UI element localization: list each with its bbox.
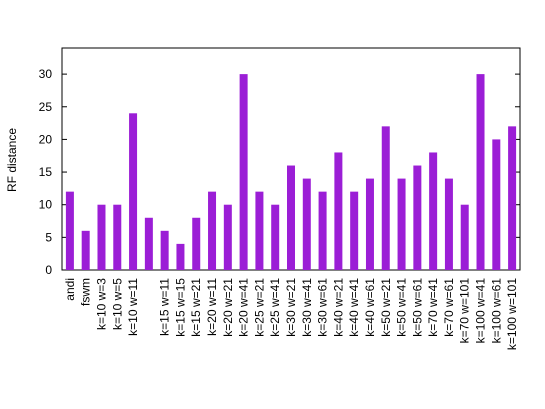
x-tick-label: k=25 w=21: [252, 278, 266, 337]
bar: [239, 74, 248, 270]
y-tick-label: 0: [45, 263, 52, 277]
y-tick-label: 25: [39, 100, 53, 114]
bar: [271, 204, 280, 270]
bar: [160, 230, 169, 270]
bar: [97, 204, 106, 270]
x-tick-label: k=20 w=11: [205, 278, 219, 336]
x-tick-label: k=15 w=21: [189, 278, 203, 337]
bar: [444, 178, 453, 270]
y-tick-label: 5: [45, 230, 52, 244]
x-tick-label: k=50 w=61: [410, 278, 424, 337]
bar: [176, 243, 185, 270]
bar: [287, 165, 295, 270]
bar: [255, 191, 264, 270]
bar: [208, 191, 217, 270]
x-tick-label: k=100 w=101: [505, 278, 519, 350]
x-tick-label: k=25 w=41: [268, 278, 282, 337]
bar: [302, 178, 311, 270]
x-tick-label: k=30 w=21: [284, 278, 298, 337]
x-tick-label: k=70 w=41: [426, 278, 440, 337]
bar: [381, 126, 390, 271]
x-tick-label: k=50 w=41: [395, 278, 409, 337]
bar: [508, 126, 517, 271]
bar: [476, 74, 485, 270]
x-tick-label: k=100 w=61: [489, 278, 503, 344]
x-tick-label: k=15 w=15: [173, 278, 187, 337]
bar: [429, 152, 438, 270]
x-tick-label: k=10 w=5: [110, 278, 124, 330]
bar: [397, 178, 406, 270]
x-tick-label: k=30 w=61: [316, 278, 330, 337]
y-tick-label: 20: [39, 132, 53, 146]
x-tick-label: k=40 w=61: [363, 278, 377, 337]
x-tick-label: k=40 w=41: [347, 278, 361, 337]
bar: [144, 217, 153, 270]
bar: [413, 165, 422, 270]
y-tick-label: 30: [39, 67, 53, 81]
bar: [113, 204, 122, 270]
bar: [129, 113, 138, 270]
bar: [192, 217, 201, 270]
x-tick-label: k=10 w=3: [94, 278, 108, 330]
bar: [81, 230, 90, 270]
y-axis-label: RF distance: [5, 128, 19, 192]
bar: [334, 152, 343, 270]
bar: [318, 191, 327, 270]
x-tick-label: andi: [63, 278, 77, 301]
y-tick-label: 10: [39, 198, 53, 212]
bar: [350, 191, 359, 270]
x-tick-label: k=15 w=11: [158, 278, 172, 336]
x-tick-label: k=10 w=11: [126, 278, 140, 336]
x-tick-label: k=100 w=41: [474, 278, 488, 344]
x-tick-label: fswm: [79, 278, 93, 306]
bar: [65, 191, 74, 270]
bar: [492, 139, 501, 270]
bar: [223, 204, 232, 270]
x-tick-label: k=30 w=41: [300, 278, 314, 337]
x-tick-label: k=20 w=21: [221, 278, 235, 337]
bar: [460, 204, 469, 270]
bar: [365, 178, 374, 270]
x-tick-label: k=70 w=101: [458, 278, 472, 344]
x-tick-label: k=70 w=61: [442, 278, 456, 337]
x-tick-label: k=40 w=21: [331, 278, 345, 337]
x-tick-label: k=20 w=41: [237, 278, 251, 337]
x-tick-label: k=50 w=21: [379, 278, 393, 337]
y-tick-label: 15: [39, 165, 53, 179]
